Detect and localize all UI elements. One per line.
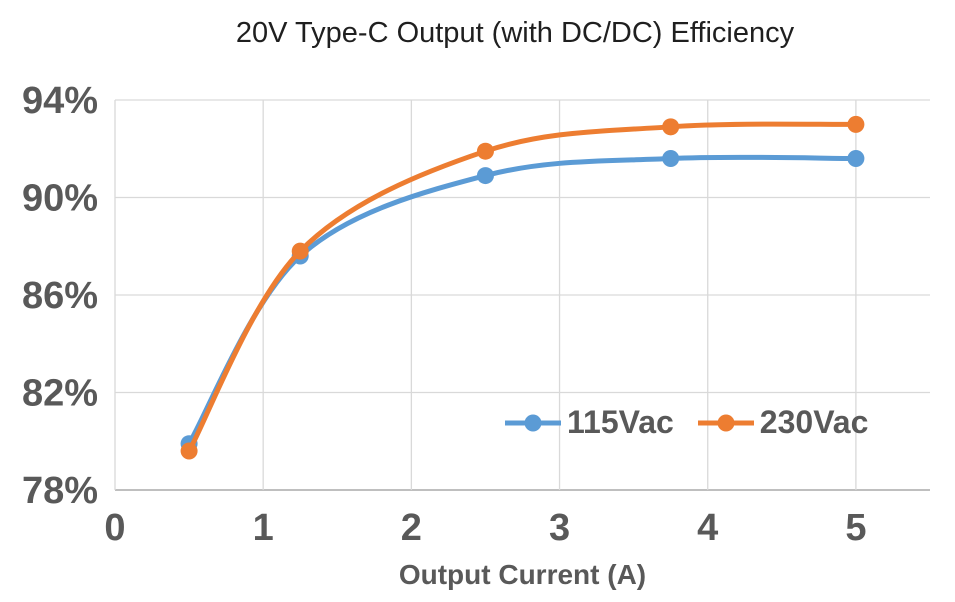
legend-line-marker-icon	[505, 414, 561, 431]
x-tick-label: 0	[104, 507, 125, 549]
series-line-115vac	[186, 154, 859, 447]
series-marker-115vac	[662, 150, 680, 167]
chart-legend: 115Vac 230Vac	[505, 404, 868, 441]
y-tick-label: 94%	[22, 80, 98, 122]
x-tick-label: 5	[845, 507, 866, 549]
y-tick-label: 86%	[22, 275, 98, 317]
legend-item-label: 115Vac	[567, 404, 674, 440]
series-line-230vac	[186, 121, 859, 454]
x-axis-title: Output Current (A)	[398, 559, 647, 590]
series-marker-115vac	[847, 150, 865, 167]
x-tick-label: 4	[697, 507, 718, 549]
series-marker-230vac	[476, 142, 494, 160]
series-marker-230vac	[847, 115, 865, 133]
x-tick-label: 3	[549, 507, 570, 549]
series-marker-230vac	[180, 442, 198, 460]
series-marker-230vac	[662, 118, 680, 136]
legend-item-230vac: 230Vac	[697, 404, 869, 441]
legend-item-115vac: 115Vac	[505, 404, 674, 441]
series-marker-115vac	[476, 167, 494, 185]
chart-title: 20V Type-C Output (with DC/DC) Efficienc…	[235, 17, 795, 49]
y-tick-label: 78%	[22, 470, 98, 512]
y-tick-label: 90%	[22, 178, 98, 220]
legend-item-label: 230Vac	[759, 404, 869, 440]
series-marker-230vac	[291, 242, 309, 260]
x-tick-label: 1	[253, 507, 274, 549]
legend-line-marker-icon	[697, 414, 754, 431]
y-tick-label: 82%	[22, 373, 98, 415]
x-tick-label: 2	[401, 507, 422, 549]
